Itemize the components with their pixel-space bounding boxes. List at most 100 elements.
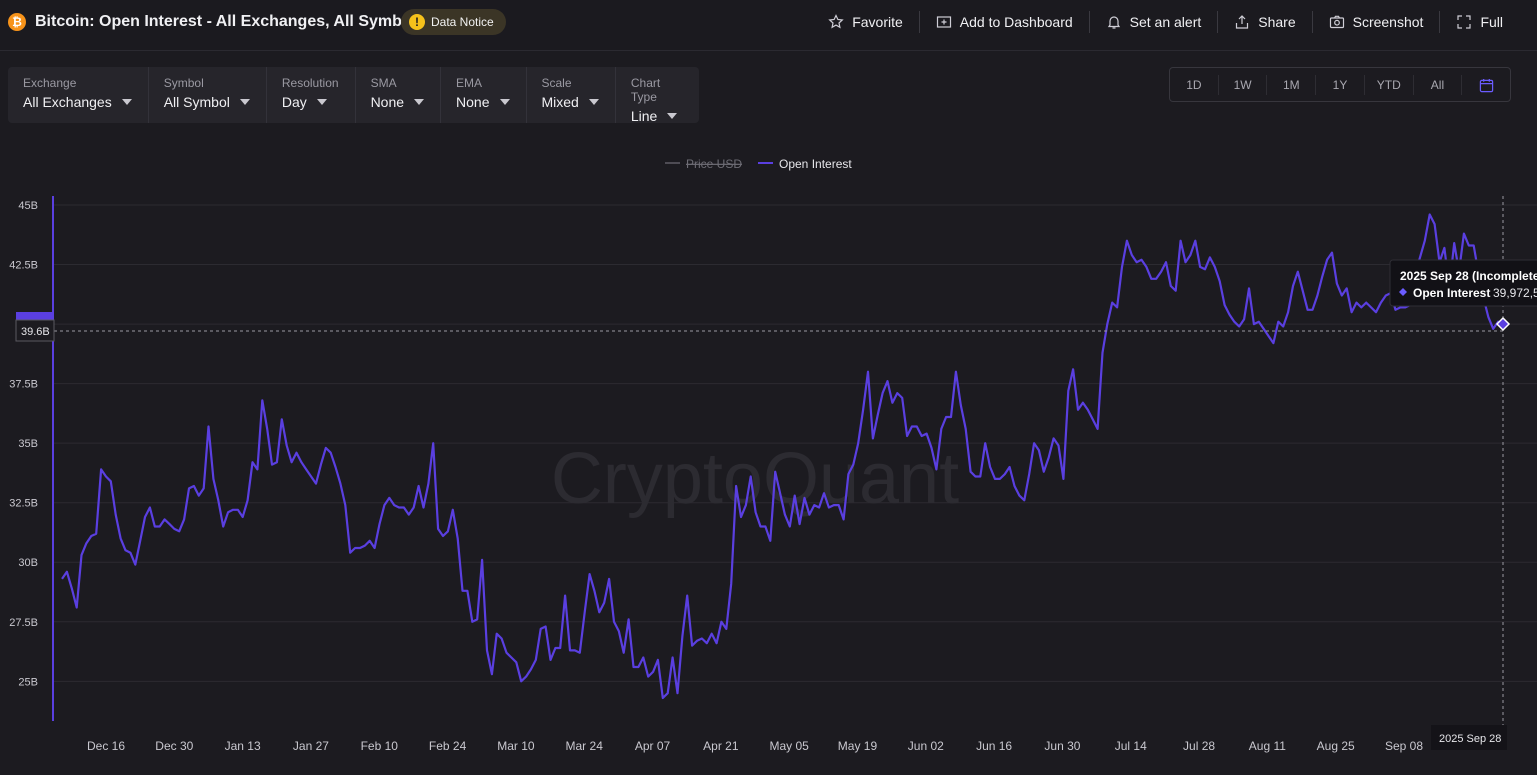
calendar-button[interactable] xyxy=(1462,75,1510,95)
top-bar: ₿ Bitcoin: Open Interest - All Exchanges… xyxy=(0,0,1537,51)
filter-value: Line xyxy=(630,108,658,124)
filter-label: Exchange xyxy=(23,76,77,90)
share-icon xyxy=(1236,15,1249,29)
x-tick-label: Mar 24 xyxy=(566,739,604,753)
y-axis-bar xyxy=(52,196,54,721)
x-tick-label: Dec 30 xyxy=(155,739,193,753)
y-tick-label: 30B xyxy=(18,557,38,569)
x-tick-label: Jan 13 xyxy=(225,739,261,753)
star-icon xyxy=(828,14,844,29)
tooltip-series-name: Open Interest xyxy=(1413,286,1490,300)
grid-lines xyxy=(54,204,1537,682)
range-1d-button[interactable]: 1D xyxy=(1170,74,1219,95)
screenshot-label: Screenshot xyxy=(1352,14,1424,30)
crosshair-y-label-box xyxy=(15,319,55,342)
screenshot-button[interactable]: Screenshot xyxy=(1311,11,1440,33)
symbol-select[interactable]: Symbol All Symbol xyxy=(149,67,267,123)
range-1m-button[interactable]: 1M xyxy=(1267,74,1317,95)
add-to-dashboard-button[interactable]: Add to Dashboard xyxy=(918,11,1089,33)
x-tick-label: Apr 07 xyxy=(635,739,671,753)
y-tick-label: 27.5B xyxy=(9,617,38,629)
legend-item-price[interactable]: Price USD xyxy=(686,157,742,171)
chevron-down-icon xyxy=(121,99,132,105)
filter-label: Chart Type xyxy=(630,76,661,104)
x-tick-label: Feb 10 xyxy=(361,739,399,753)
share-button[interactable]: Share xyxy=(1217,11,1311,33)
sma-select[interactable]: SMA None xyxy=(356,67,442,123)
x-tick-label: Jul 14 xyxy=(1115,739,1147,753)
y-tick-label: 37.5B xyxy=(9,379,38,391)
x-tick-label: Feb 24 xyxy=(429,739,467,753)
page-title: Bitcoin: Open Interest - All Exchanges, … xyxy=(35,13,417,30)
x-tick-label: Apr 21 xyxy=(703,739,739,753)
chart-type-select[interactable]: Chart Type Line xyxy=(616,67,699,124)
chart-legend[interactable]: Price USD Open Interest xyxy=(665,157,852,171)
crosshair-y-label: 39.6B xyxy=(21,326,50,338)
filter-value: None xyxy=(370,94,405,110)
data-notice-button[interactable]: ! Data Notice xyxy=(401,9,506,35)
exchange-select[interactable]: Exchange All Exchanges xyxy=(8,67,149,123)
range-ytd-button[interactable]: YTD xyxy=(1365,74,1414,95)
filter-value: All Exchanges xyxy=(23,94,112,110)
x-tick-label: Jul 28 xyxy=(1183,739,1215,753)
range-1w-button[interactable]: 1W xyxy=(1219,74,1268,95)
chevron-down-icon xyxy=(239,99,250,105)
filter-label: Scale xyxy=(541,76,572,90)
x-axis: Dec 16 Dec 30 Jan 13 Jan 27 Feb 10 Feb 24 Mar … xyxy=(87,739,1423,753)
fullscreen-icon xyxy=(1457,15,1472,29)
range-1y-button[interactable]: 1Y xyxy=(1316,74,1365,95)
legend-item-open-interest[interactable]: Open Interest xyxy=(779,157,852,171)
calendar-icon xyxy=(1479,78,1493,93)
resolution-select[interactable]: Resolution Day xyxy=(267,67,356,123)
x-tick-label: Aug 11 xyxy=(1249,739,1286,753)
hover-marker-icon xyxy=(1495,316,1511,332)
add-dashboard-icon xyxy=(936,16,951,28)
fullscreen-label: Full xyxy=(1480,14,1503,30)
x-tick-label: May 05 xyxy=(769,739,809,753)
filter-bar: Exchange All Exchanges Symbol All Symbol R… xyxy=(8,67,699,124)
price-indicator-bar xyxy=(16,312,54,320)
set-alert-label: Set an alert xyxy=(1129,14,1202,30)
filter-label: Resolution xyxy=(281,76,339,90)
crosshair-x-label: 2025 Sep 28 xyxy=(1439,733,1501,745)
y-tick-label: 25B xyxy=(18,676,38,688)
filter-label: EMA xyxy=(456,76,483,90)
x-tick-label: Sep 08 xyxy=(1385,739,1423,753)
x-tick-label: Mar 10 xyxy=(497,739,535,753)
set-alert-button[interactable]: Set an alert xyxy=(1088,11,1218,33)
y-tick-label: 35B xyxy=(18,438,38,450)
ema-select[interactable]: EMA None xyxy=(441,67,527,123)
crosshair-x-label-box xyxy=(1431,725,1507,750)
chevron-down-icon xyxy=(588,99,599,105)
series-line-open-interest xyxy=(61,213,1504,700)
fullscreen-button[interactable]: Full xyxy=(1439,11,1519,33)
chevron-down-icon xyxy=(667,113,678,119)
tooltip-date: 2025 Sep 28 (Incomplete) xyxy=(1400,269,1537,283)
data-notice-label: Data Notice xyxy=(431,15,494,29)
range-all-button[interactable]: All xyxy=(1414,74,1463,95)
camera-icon xyxy=(1329,15,1344,29)
favorite-label: Favorite xyxy=(852,14,903,30)
filter-value: All Symbol xyxy=(163,94,230,110)
bell-icon xyxy=(1107,16,1120,29)
filter-label: SMA xyxy=(370,76,397,90)
x-tick-label: Jun 30 xyxy=(1044,739,1080,753)
y-tick-label: 42.5B xyxy=(9,260,38,272)
tooltip-series-icon xyxy=(1399,288,1407,296)
y-tick-label: 45B xyxy=(18,200,38,212)
x-tick-label: May 19 xyxy=(838,739,878,753)
filter-value: Mixed xyxy=(541,94,579,110)
share-label: Share xyxy=(1258,14,1296,30)
filter-value: Day xyxy=(281,94,307,110)
favorite-button[interactable]: Favorite xyxy=(812,11,919,33)
y-tick-label: 32.5B xyxy=(9,498,38,510)
x-tick-label: Dec 16 xyxy=(87,739,125,753)
filter-label: Symbol xyxy=(163,76,204,90)
header-actions: Favorite Add to Dashboard Set an alert S… xyxy=(812,0,1519,44)
bitcoin-icon: ₿ xyxy=(8,13,26,31)
x-tick-label: Jun 02 xyxy=(908,739,944,753)
open-interest-chart[interactable]: CryptoQuant Price USD Open Interest 45B4… xyxy=(0,140,1537,775)
chevron-down-icon xyxy=(316,99,327,105)
scale-select[interactable]: Scale Mixed xyxy=(527,67,616,123)
